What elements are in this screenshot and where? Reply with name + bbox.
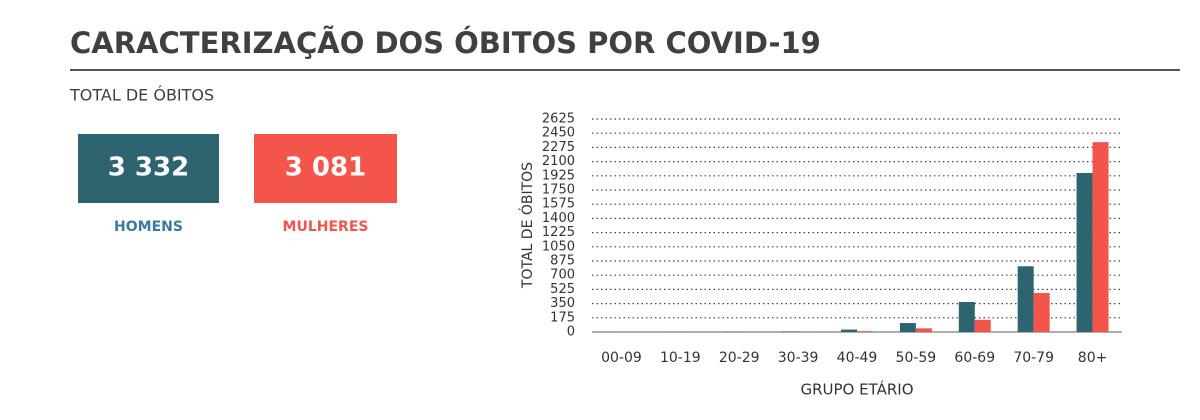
x-tick-label: 00-09	[601, 350, 642, 366]
y-tick-label: 1050	[542, 239, 575, 254]
y-tick-label: 1750	[542, 183, 575, 198]
y-tick-label: 1575	[542, 197, 575, 212]
subtitle: TOTAL DE ÓBITOS	[69, 86, 214, 105]
kpi-card	[78, 134, 219, 203]
y-tick-label: 350	[550, 296, 575, 311]
y-tick-label: 2100	[542, 154, 575, 169]
bar	[974, 319, 991, 332]
bar	[1033, 293, 1050, 332]
x-tick-label: 80+	[1078, 350, 1108, 366]
bar	[841, 329, 857, 332]
page-title: CARACTERIZAÇÃO DOS ÓBITOS POR COVID-19	[70, 26, 821, 60]
kpi-value: 3 332	[108, 153, 189, 183]
x-tick-label: 50-59	[896, 350, 937, 366]
y-tick-label: 700	[550, 268, 575, 283]
x-tick-label: 10-19	[660, 350, 701, 366]
kpi-label: MULHERES	[283, 219, 369, 235]
bar	[1076, 172, 1093, 332]
y-tick-label: 525	[550, 282, 575, 297]
bar	[857, 331, 873, 332]
y-tick-label: 2625	[542, 112, 575, 127]
y-tick-label: 1925	[542, 168, 575, 183]
bar	[1017, 266, 1034, 332]
bar	[899, 323, 916, 332]
x-tick-label: 60-69	[954, 350, 995, 366]
y-tick-label: 1400	[542, 211, 575, 226]
bar	[1092, 142, 1109, 332]
x-tick-label: 30-39	[778, 350, 819, 366]
y-tick-label: 2275	[542, 140, 575, 155]
kpi-card	[254, 134, 397, 203]
kpi-label: HOMENS	[114, 219, 183, 235]
x-tick-label: 70-79	[1013, 350, 1054, 366]
kpi-value: 3 081	[285, 153, 366, 183]
bar	[915, 328, 932, 332]
y-tick-label: 0	[567, 325, 575, 340]
y-tick-label: 875	[550, 254, 575, 269]
x-tick-label: 20-29	[719, 350, 760, 366]
bar	[958, 301, 975, 332]
y-tick-label: 175	[550, 310, 575, 325]
y-axis-label: TOTAL DE ÓBITOS	[518, 162, 536, 289]
x-axis-label: GRUPO ETÁRIO	[800, 380, 913, 399]
y-tick-label: 2450	[542, 126, 575, 141]
y-tick-label: 1225	[542, 225, 575, 240]
x-tick-label: 40-49	[837, 350, 878, 366]
